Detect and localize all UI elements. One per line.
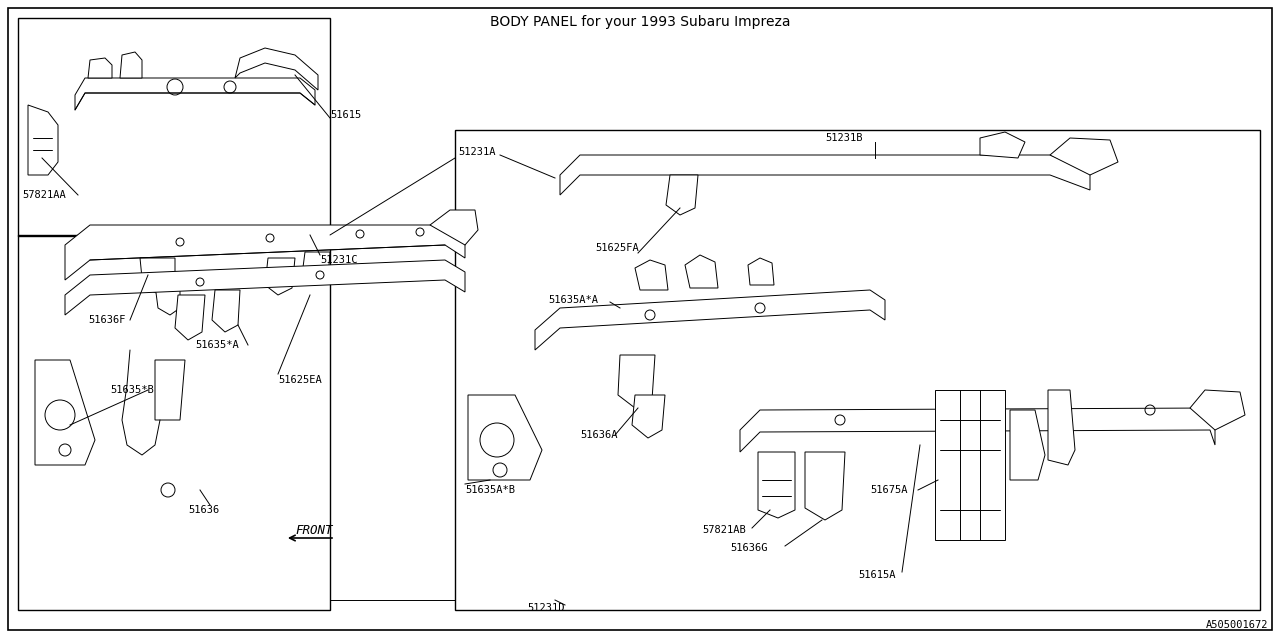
Polygon shape [65, 225, 465, 280]
Polygon shape [748, 258, 774, 285]
Text: FRONT: FRONT [294, 524, 333, 536]
Text: 51231A: 51231A [458, 147, 495, 157]
Text: 51635A*B: 51635A*B [465, 485, 515, 495]
Text: 51675A: 51675A [870, 485, 908, 495]
Polygon shape [740, 408, 1215, 452]
Polygon shape [236, 48, 317, 90]
Text: BODY PANEL for your 1993 Subaru Impreza: BODY PANEL for your 1993 Subaru Impreza [490, 15, 790, 29]
Polygon shape [65, 260, 465, 315]
Polygon shape [88, 58, 113, 78]
Polygon shape [1010, 410, 1044, 480]
Polygon shape [155, 285, 180, 315]
Text: 51615A: 51615A [858, 570, 896, 580]
Text: 51635A*A: 51635A*A [548, 295, 598, 305]
Text: 51231C: 51231C [320, 255, 357, 265]
Text: 51231B: 51231B [826, 133, 863, 143]
Text: 51635*A: 51635*A [195, 340, 239, 350]
Polygon shape [140, 258, 175, 295]
Polygon shape [265, 258, 294, 295]
Text: 51636: 51636 [188, 505, 219, 515]
Bar [454, 130, 1260, 610]
Text: 51636F: 51636F [88, 315, 125, 325]
Text: A505001672: A505001672 [1206, 620, 1268, 630]
Bar [18, 18, 330, 236]
Polygon shape [934, 390, 1005, 540]
Polygon shape [1048, 390, 1075, 465]
Polygon shape [1190, 390, 1245, 430]
Polygon shape [35, 360, 95, 465]
Polygon shape [666, 175, 698, 215]
Polygon shape [980, 132, 1025, 158]
Text: 51635*B: 51635*B [110, 385, 154, 395]
Polygon shape [561, 155, 1091, 195]
Polygon shape [430, 210, 477, 245]
Polygon shape [155, 360, 186, 420]
Polygon shape [1050, 138, 1117, 175]
Text: 51625EA: 51625EA [278, 375, 321, 385]
Polygon shape [76, 78, 315, 110]
Polygon shape [635, 260, 668, 290]
Bar [18, 235, 330, 610]
Polygon shape [632, 395, 666, 438]
Polygon shape [758, 452, 795, 518]
Text: 51625FA: 51625FA [595, 243, 639, 253]
Text: 51636A: 51636A [580, 430, 617, 440]
Polygon shape [618, 355, 655, 408]
Text: 57821AB: 57821AB [701, 525, 746, 535]
Polygon shape [805, 452, 845, 520]
Text: 57821AA: 57821AA [22, 190, 65, 200]
Polygon shape [212, 290, 241, 332]
Polygon shape [120, 52, 142, 78]
Text: 51636G: 51636G [730, 543, 768, 553]
Polygon shape [28, 105, 58, 175]
Polygon shape [175, 295, 205, 340]
Polygon shape [685, 255, 718, 288]
Polygon shape [302, 252, 330, 285]
Polygon shape [535, 290, 884, 350]
Text: 51615: 51615 [330, 110, 361, 120]
Text: 51231D: 51231D [527, 603, 564, 613]
Polygon shape [468, 395, 541, 480]
